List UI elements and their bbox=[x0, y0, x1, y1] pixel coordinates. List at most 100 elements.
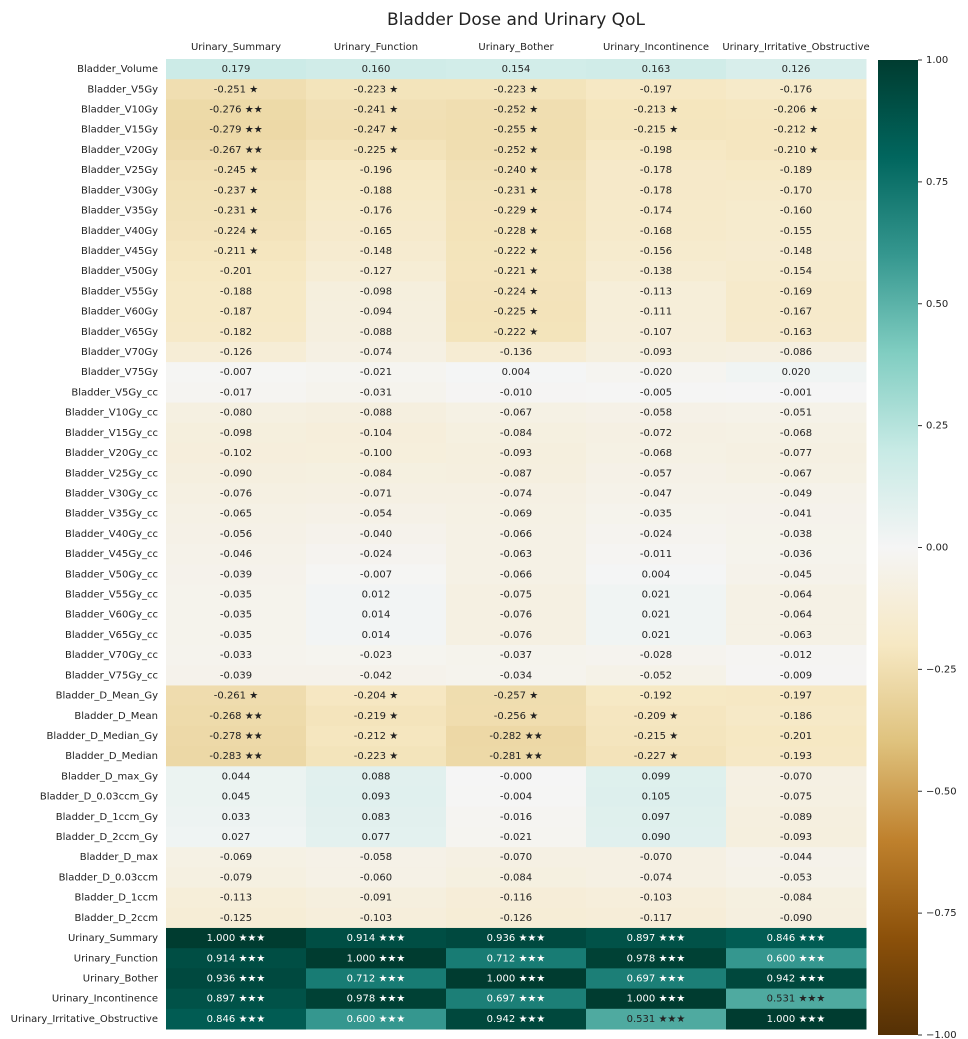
heatmap-cell bbox=[446, 119, 587, 141]
cell-label: -0.064 bbox=[780, 610, 812, 621]
heatmap-cell bbox=[586, 685, 727, 707]
heatmap-cell bbox=[726, 907, 867, 929]
cell-label: -0.094 bbox=[360, 307, 392, 318]
heatmap-cell bbox=[726, 402, 867, 424]
cell-label: -0.223 ★ bbox=[354, 84, 398, 95]
cell-label: 0.154 bbox=[502, 64, 531, 75]
x-tick-label: Urinary_Incontinence bbox=[603, 42, 709, 53]
cell-label: 0.021 bbox=[642, 630, 671, 641]
cell-label: -0.103 bbox=[360, 913, 392, 924]
heatmap-cell bbox=[446, 645, 587, 666]
cell-label: -0.056 bbox=[220, 529, 252, 540]
y-tick-label: Urinary_Summary bbox=[68, 933, 158, 944]
cell-label: -0.016 bbox=[500, 812, 532, 823]
heatmap-cell bbox=[166, 483, 307, 505]
cell-label: 0.044 bbox=[222, 771, 251, 782]
colorbar-tick-label: 0.50 bbox=[926, 299, 948, 310]
heatmap-cell bbox=[726, 503, 867, 525]
cell-label: -0.039 bbox=[220, 569, 252, 580]
heatmap-cell bbox=[306, 220, 447, 242]
cell-label: -0.070 bbox=[500, 852, 532, 863]
heatmap-cell bbox=[166, 766, 307, 787]
cell-label: 0.600 ★★★ bbox=[347, 1014, 406, 1025]
heatmap-cell bbox=[306, 968, 447, 990]
cell-label: -0.215 ★ bbox=[634, 731, 678, 742]
cell-label: -0.035 bbox=[220, 630, 252, 641]
colorbar-tick-label: −0.75 bbox=[926, 908, 957, 919]
cell-label: -0.070 bbox=[640, 852, 672, 863]
heatmap-cell bbox=[166, 564, 307, 585]
heatmap-cell bbox=[446, 442, 587, 464]
heatmap-cell bbox=[446, 988, 587, 1010]
heatmap-cell bbox=[306, 604, 447, 626]
heatmap-cell bbox=[166, 362, 307, 383]
cell-label: -0.084 bbox=[360, 468, 392, 479]
y-tick-label: Bladder_V45Gy bbox=[81, 246, 158, 257]
cell-label: -0.063 bbox=[500, 549, 532, 560]
cell-label: -0.206 ★ bbox=[774, 105, 818, 116]
heatmap-cell bbox=[306, 786, 447, 808]
heatmap-cell bbox=[726, 544, 867, 565]
cell-label: 0.531 ★★★ bbox=[767, 994, 826, 1005]
cell-label: -0.197 bbox=[640, 84, 672, 95]
cell-label: 0.936 ★★★ bbox=[487, 933, 546, 944]
cell-label: -0.104 bbox=[360, 428, 392, 439]
heatmap-cell bbox=[446, 261, 587, 282]
cell-label: -0.093 bbox=[500, 448, 532, 459]
heatmap-cell bbox=[306, 927, 447, 949]
cell-label: -0.074 bbox=[360, 347, 392, 358]
heatmap-cell bbox=[586, 766, 727, 787]
heatmap-cell bbox=[446, 907, 587, 929]
cell-label: -0.136 bbox=[500, 347, 532, 358]
cell-label: -0.261 ★ bbox=[214, 691, 258, 702]
heatmap-cell bbox=[726, 321, 867, 343]
heatmap-cell bbox=[586, 867, 727, 889]
heatmap-cell bbox=[446, 79, 587, 100]
x-tick-label: Urinary_Bother bbox=[478, 42, 554, 53]
cell-label: -0.126 bbox=[220, 347, 252, 358]
heatmap-cell bbox=[306, 887, 447, 909]
cell-label: -0.012 bbox=[780, 650, 812, 661]
heatmap-cell bbox=[586, 483, 727, 505]
y-tick-label: Bladder_D_2ccm bbox=[74, 913, 158, 924]
heatmap-cell bbox=[726, 847, 867, 868]
cell-label: -0.211 ★ bbox=[214, 246, 258, 257]
cell-label: -0.023 bbox=[360, 650, 392, 661]
cell-label: -0.067 bbox=[500, 408, 532, 419]
heatmap-cell bbox=[726, 463, 867, 484]
cell-label: -0.222 ★ bbox=[494, 246, 538, 257]
cell-label: -0.257 ★ bbox=[494, 691, 538, 702]
y-tick-label: Bladder_V55Gy_cc bbox=[65, 590, 158, 601]
heatmap-cell bbox=[726, 301, 867, 323]
cell-label: -0.058 bbox=[640, 408, 672, 419]
y-tick-label: Bladder_V75Gy bbox=[81, 367, 158, 378]
heatmap-cell bbox=[446, 463, 587, 484]
cell-label: 0.531 ★★★ bbox=[627, 1014, 686, 1025]
heatmap-cell bbox=[586, 119, 727, 141]
cell-label: -0.034 bbox=[500, 670, 532, 681]
heatmap-cell bbox=[446, 220, 587, 242]
cell-label: -0.052 bbox=[640, 670, 672, 681]
heatmap-cell bbox=[726, 766, 867, 787]
heatmap-cell bbox=[306, 321, 447, 343]
cell-label: 0.846 ★★★ bbox=[207, 1014, 266, 1025]
heatmap-cell bbox=[586, 725, 727, 747]
heatmap-cell bbox=[726, 341, 867, 363]
cell-label: -0.057 bbox=[640, 468, 672, 479]
heatmap-cell bbox=[586, 139, 727, 161]
cell-label: -0.138 bbox=[640, 266, 672, 277]
heatmap-cell bbox=[166, 79, 307, 100]
y-tick-label: Bladder_V45Gy_cc bbox=[65, 549, 158, 560]
heatmap-cell bbox=[586, 584, 727, 606]
heatmap-cell bbox=[306, 685, 447, 707]
cell-label: -0.041 bbox=[780, 509, 812, 520]
cell-label: -0.148 bbox=[360, 246, 392, 257]
heatmap-cell bbox=[446, 301, 587, 323]
heatmap-cell bbox=[586, 564, 727, 585]
heatmap-cell bbox=[586, 402, 727, 424]
heatmap-cell bbox=[726, 887, 867, 909]
y-tick-label: Bladder_V35Gy_cc bbox=[65, 509, 158, 520]
heatmap-cell bbox=[166, 240, 307, 262]
heatmap-cell bbox=[446, 200, 587, 222]
